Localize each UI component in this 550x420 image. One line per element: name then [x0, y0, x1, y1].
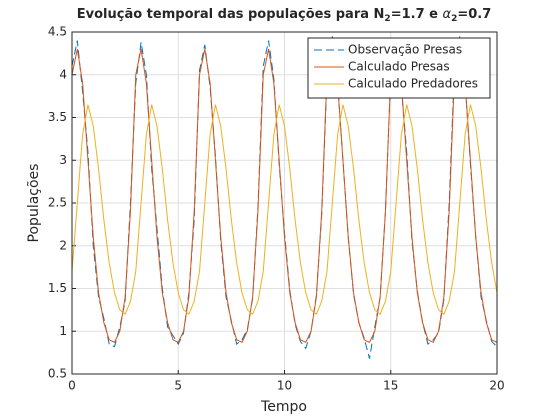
x-axis-label: Tempo [260, 399, 307, 415]
legend-label: Calculado Predadores [348, 77, 478, 91]
y-tick-label: 3.5 [48, 110, 67, 124]
title-part: Evolução temporal das populações para N [77, 7, 385, 22]
x-tick-label: 20 [489, 379, 504, 393]
legend-box [307, 37, 491, 99]
x-tick-label: 0 [68, 379, 76, 393]
legend-label: Calculado Presas [348, 60, 450, 74]
title-part: =1.7 e [391, 7, 443, 22]
y-axis-label: Populações [26, 164, 42, 243]
x-tick-label: 10 [277, 379, 292, 393]
y-tick-label: 3 [59, 153, 67, 167]
y-tick-label: 4.5 [48, 25, 67, 39]
axes-box [71, 31, 498, 375]
y-tick-label: 4 [59, 67, 67, 81]
chart-title: Evolução temporal das populações para N2… [77, 7, 492, 24]
y-tick-label: 2 [59, 238, 67, 252]
y-tick-label: 1.5 [48, 281, 67, 295]
title-sub: 2 [451, 14, 457, 24]
title-part: =0.7 [457, 7, 491, 22]
title-sub: 2 [384, 14, 390, 24]
y-tick-label: 2.5 [48, 196, 67, 210]
title-symbol: α [442, 7, 451, 22]
data-line [72, 48, 497, 344]
y-tick-label: 0.5 [48, 367, 67, 381]
data-line [72, 104, 497, 315]
x-tick-label: 5 [174, 379, 182, 393]
x-tick-label: 15 [383, 379, 398, 393]
y-tick-label: 1 [59, 324, 67, 338]
legend-label: Observação Presas [348, 43, 462, 57]
